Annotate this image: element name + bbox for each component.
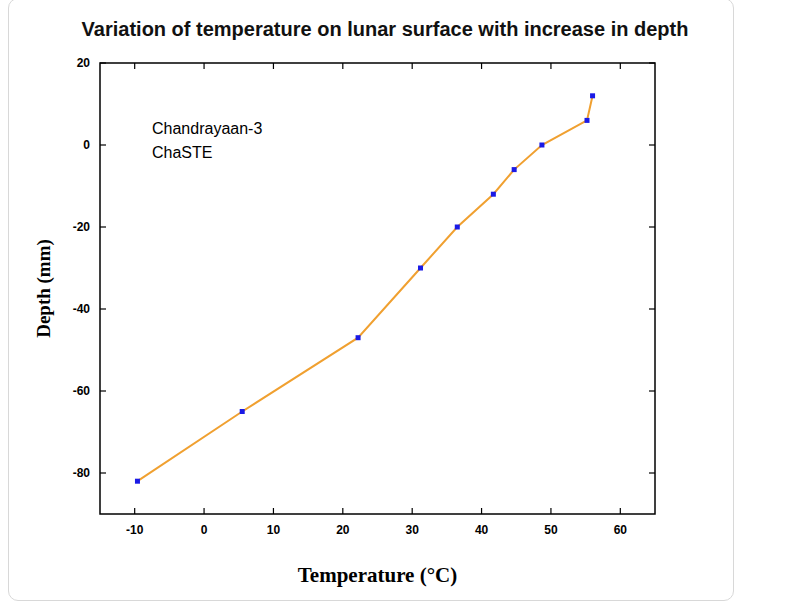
x-tick (550, 508, 551, 514)
data-point (491, 192, 496, 197)
x-tick-label: 10 (267, 523, 281, 537)
y-tick-label: -60 (73, 384, 91, 398)
x-tick-label: 20 (336, 523, 350, 537)
x-tick-top (203, 63, 204, 69)
y-tick-label: -80 (73, 466, 91, 480)
title: Variation of temperature on lunar surfac… (82, 18, 689, 40)
x-tick (273, 508, 274, 514)
y-tick-right (649, 472, 655, 473)
y-axis-label: Depth (mm) (33, 239, 55, 338)
x-tick (620, 508, 621, 514)
plot-area (135, 93, 595, 483)
card (8, 0, 734, 601)
annotation: Chandrayaan-3 (152, 120, 262, 137)
x-tick-top (342, 63, 343, 69)
x-tick-top (412, 63, 413, 69)
plot-frame (100, 63, 655, 514)
y-tick-label: -40 (73, 302, 91, 316)
x-tick-label: 0 (201, 523, 208, 537)
y-tick (100, 144, 106, 145)
data-point (356, 335, 361, 340)
x-tick (412, 508, 413, 514)
data-point (418, 266, 423, 271)
y-tick (100, 308, 106, 309)
y-tick-right (649, 144, 655, 145)
x-tick-label: 60 (614, 523, 628, 537)
y-tick-label: 20 (77, 56, 91, 70)
data-point (512, 167, 517, 172)
x-tick-top (481, 63, 482, 69)
y-tick-right (649, 226, 655, 227)
x-tick (134, 508, 135, 514)
data-point (455, 225, 460, 230)
y-tick-right (649, 390, 655, 391)
x-tick-label: -10 (126, 523, 144, 537)
x-tick-top (134, 63, 135, 69)
data-point (240, 409, 245, 414)
data-point (585, 118, 590, 123)
x-tick-label: 30 (406, 523, 420, 537)
x-tick-label: 40 (475, 523, 489, 537)
x-tick-label: 50 (544, 523, 558, 537)
y-tick-label: -20 (73, 220, 91, 234)
x-tick (481, 508, 482, 514)
x-axis-label: Temperature (°C) (298, 563, 457, 587)
y-tick-right (649, 308, 655, 309)
x-tick-top (620, 63, 621, 69)
annotation: ChaSTE (152, 144, 212, 161)
y-tick (100, 472, 106, 473)
y-tick (100, 62, 106, 63)
y-tick (100, 226, 106, 227)
x-tick (342, 508, 343, 514)
data-point (590, 93, 595, 98)
y-tick-right (649, 62, 655, 63)
data-point (539, 143, 544, 148)
y-tick-label: 0 (83, 138, 90, 152)
x-tick (203, 508, 204, 514)
y-tick (100, 390, 106, 391)
x-tick-top (273, 63, 274, 69)
x-tick-top (550, 63, 551, 69)
chart: Variation of temperature on lunar surfac… (0, 0, 800, 615)
data-line (137, 96, 592, 481)
data-point (135, 479, 140, 484)
